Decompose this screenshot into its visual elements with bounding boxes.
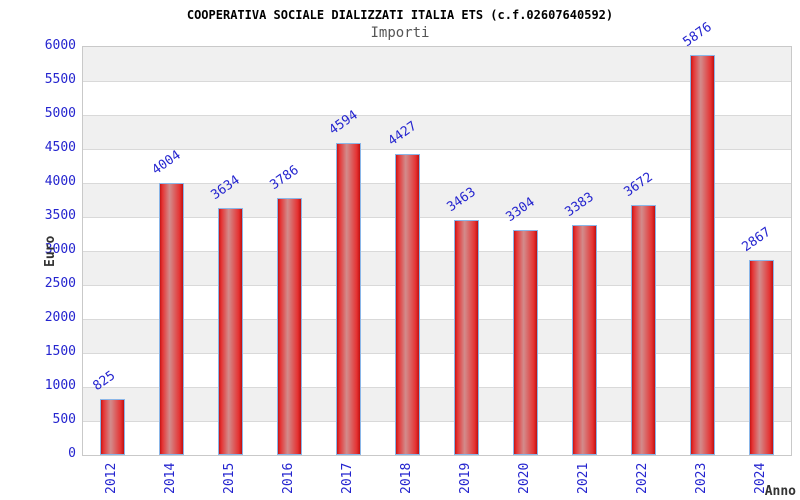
gridline [83,183,791,184]
x-axis-title: Anno [764,484,796,499]
x-tick-label: 2020 [516,462,532,494]
bar [749,260,774,455]
bar [690,55,715,455]
x-tick-label: 2022 [634,462,650,494]
bar [218,207,243,455]
x-tick-label: 2019 [457,462,473,494]
y-tick-label: 2000 [44,310,76,325]
y-tick-label: 0 [68,446,76,461]
y-tick-label: 2500 [44,276,76,291]
bar [572,224,597,455]
plot-area [82,46,792,456]
y-tick-label: 3000 [44,242,76,257]
gridline [83,81,791,82]
y-tick-label: 500 [52,412,76,427]
bar [513,230,538,455]
bar [159,182,184,455]
gridline [83,115,791,116]
gridline [83,217,791,218]
x-tick-label: 2016 [280,462,296,494]
gridline [83,387,791,388]
bar [277,197,302,455]
y-tick-label: 4000 [44,174,76,189]
bar [395,153,420,455]
gridline [83,251,791,252]
chart-title: COOPERATIVA SOCIALE DIALIZZATI ITALIA ET… [186,8,614,22]
chart-subtitle: Importi [370,25,430,41]
x-tick-label: 2018 [398,462,414,494]
x-tick-label: 2012 [103,462,119,494]
gridline [83,421,791,422]
bar [336,142,361,455]
x-tick-label: 2014 [162,462,178,494]
y-tick-label: 3500 [44,208,76,223]
y-tick-label: 1000 [44,378,76,393]
gridline [83,353,791,354]
bar [454,219,479,455]
y-tick-label: 4500 [44,140,76,155]
y-tick-label: 5500 [44,72,76,87]
gridline [83,149,791,150]
bar [100,398,125,455]
x-tick-label: 2023 [693,462,709,494]
gridline [83,285,791,286]
y-tick-label: 6000 [44,38,76,53]
y-tick-label: 1500 [44,344,76,359]
bar [631,205,656,455]
gridline [83,319,791,320]
y-axis-title: Euro [43,235,58,267]
y-tick-label: 5000 [44,106,76,121]
x-tick-label: 2017 [339,462,355,494]
x-tick-label: 2021 [575,462,591,494]
x-tick-label: 2015 [221,462,237,494]
